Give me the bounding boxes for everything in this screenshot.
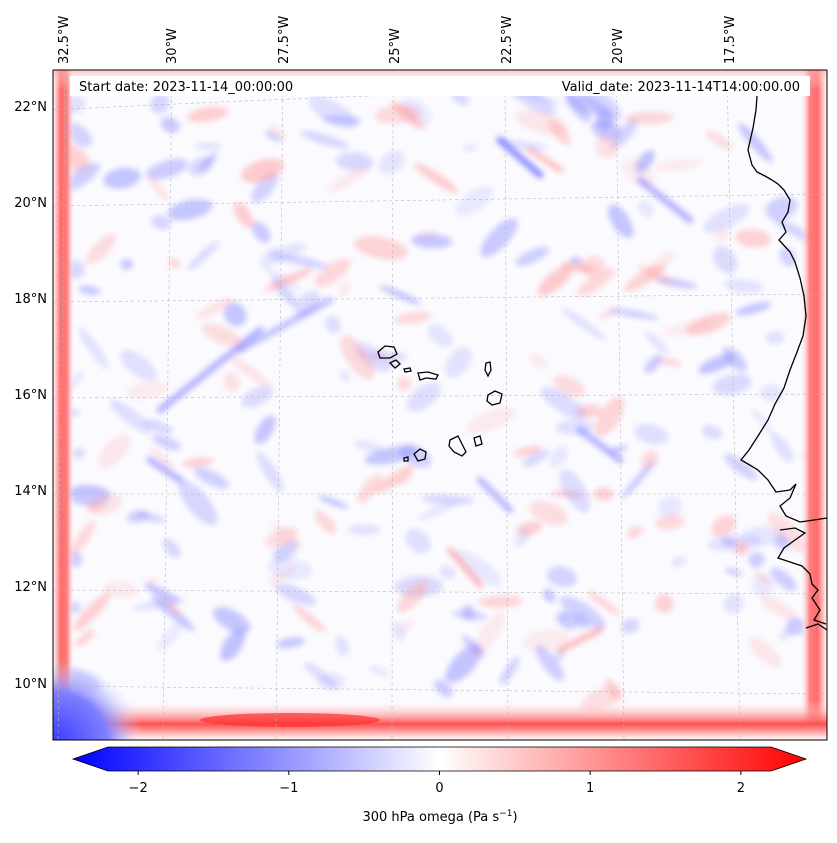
- lon-label: 20°W: [611, 28, 626, 64]
- map-frame: [52, 69, 828, 741]
- island-fogo: [413, 448, 427, 462]
- island-sao-vicente: [388, 359, 401, 369]
- island-santo-antao: [377, 345, 398, 359]
- omega-field-map: Start date: 2023-11-14_00:00:00 Valid_da…: [53, 70, 827, 740]
- island-maio: [473, 435, 483, 447]
- island-brava: [403, 456, 409, 462]
- colorbar-ticks: −2 −1 0 1 2: [129, 771, 745, 796]
- lon-label: 32.5°W: [57, 16, 72, 64]
- longitude-labels: 32.5°W 30°W 27.5°W 25°W 22.5°W 20°W 17.5…: [57, 16, 738, 64]
- lat-label: 14°N: [14, 484, 47, 499]
- right-boundary-band: [800, 70, 827, 740]
- colorbar-tick-label: −2: [129, 781, 148, 796]
- header-background: [70, 76, 810, 96]
- lon-label: 30°W: [165, 28, 180, 64]
- bottom-boundary-band: [53, 700, 827, 740]
- island-sal: [484, 361, 492, 378]
- coastline: [377, 95, 827, 631]
- left-boundary-band: [53, 70, 75, 740]
- colorbar-label: 300 hPa omega (Pa s−1): [362, 809, 517, 825]
- colorbar-gradient: [71, 746, 808, 772]
- island-boa-vista: [486, 390, 503, 406]
- gridlines: [53, 70, 827, 740]
- african-coastline: [740, 95, 827, 523]
- lat-label: 12°N: [14, 580, 47, 595]
- lat-label: 10°N: [14, 677, 47, 692]
- colorbar-tick-label: 0: [435, 781, 443, 796]
- valid-date-label: Valid_date: 2023-11-14T14:00:00.00: [562, 80, 800, 95]
- island-santa-luzia: [403, 367, 412, 373]
- colorbar-tick-label: −1: [279, 781, 298, 796]
- lon-label: 17.5°W: [723, 16, 738, 64]
- island-santiago: [448, 435, 467, 457]
- lon-label: 22.5°W: [500, 16, 515, 64]
- lat-label: 18°N: [14, 292, 47, 307]
- blue-corner-patch: [53, 660, 143, 740]
- lon-label: 27.5°W: [277, 16, 292, 64]
- bottom-red-streak: [200, 713, 380, 727]
- colorbar-tick-label: 1: [586, 781, 594, 796]
- latitude-labels: 22°N 20°N 18°N 16°N 14°N 12°N 10°N: [14, 100, 47, 692]
- lat-label: 22°N: [14, 100, 47, 115]
- colorbar: −2 −1 0 1 2 300 hPa omega (Pa s−1): [71, 746, 808, 825]
- lon-label: 25°W: [388, 28, 403, 64]
- lat-label: 20°N: [14, 196, 47, 211]
- island-sao-nicolau: [417, 371, 439, 381]
- lat-label: 16°N: [14, 388, 47, 403]
- start-date-label: Start date: 2023-11-14_00:00:00: [79, 80, 293, 95]
- colorbar-tick-label: 2: [737, 781, 745, 796]
